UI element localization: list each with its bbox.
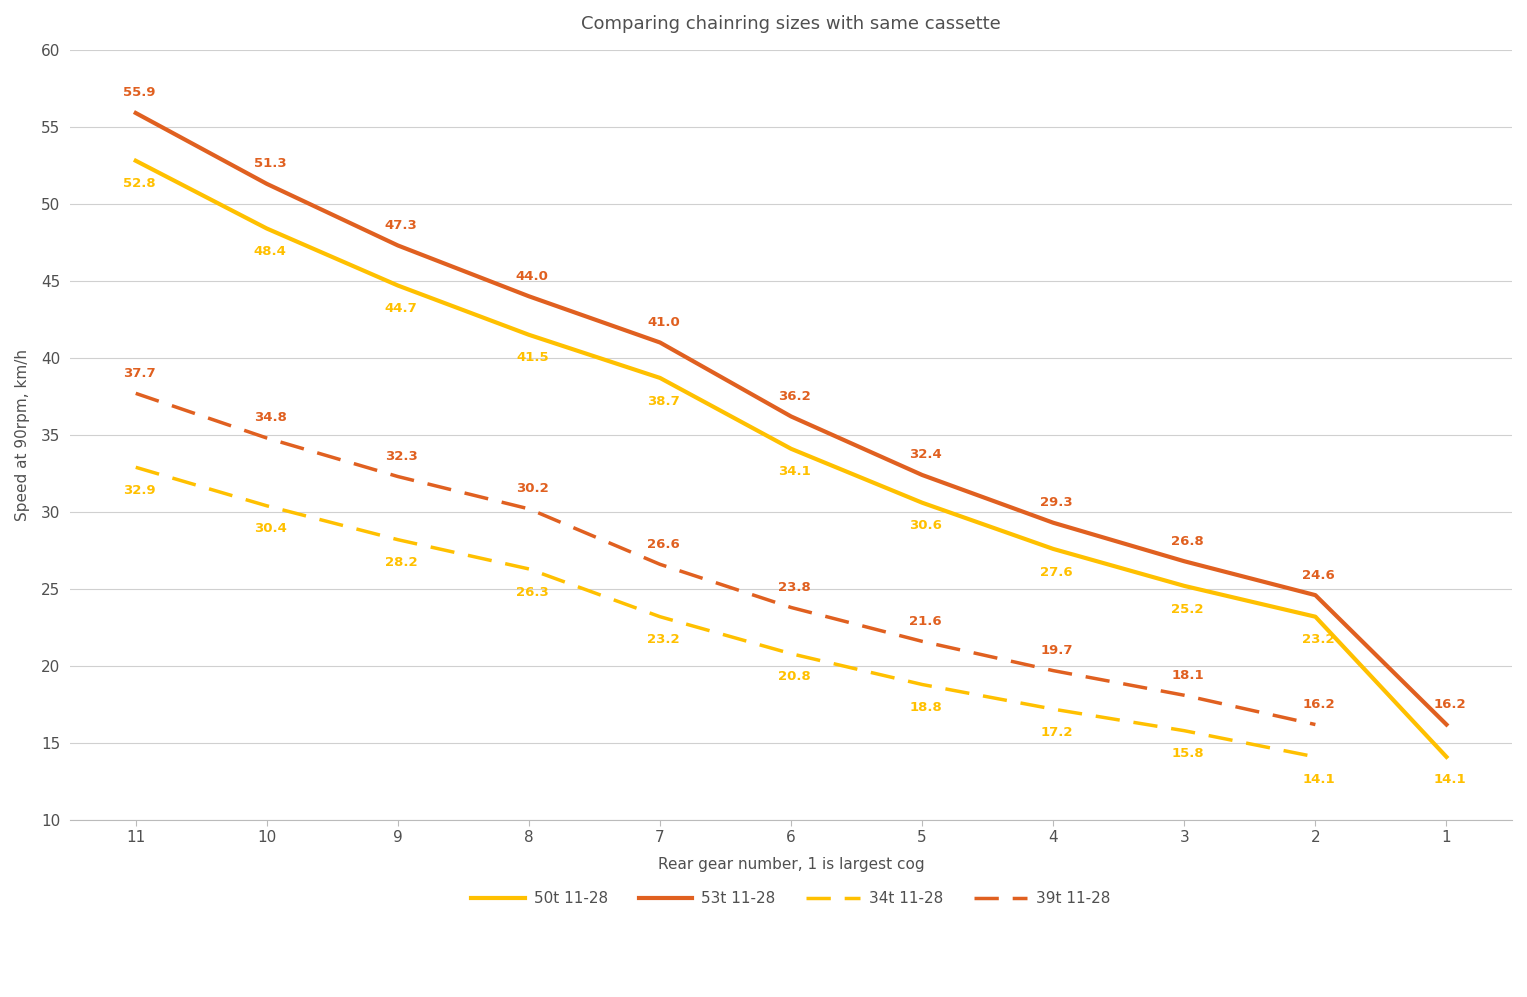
Text: 18.8: 18.8: [909, 701, 942, 714]
Text: 30.4: 30.4: [253, 522, 287, 535]
Text: 14.1: 14.1: [1434, 774, 1466, 787]
Text: 20.8: 20.8: [779, 670, 811, 683]
Text: 16.2: 16.2: [1434, 698, 1466, 711]
Text: 32.4: 32.4: [909, 449, 942, 462]
Text: 44.7: 44.7: [385, 302, 417, 315]
X-axis label: Rear gear number, 1 is largest cog: Rear gear number, 1 is largest cog: [658, 856, 924, 871]
Text: 48.4: 48.4: [253, 245, 287, 258]
Text: 34.1: 34.1: [779, 466, 811, 479]
Text: 55.9: 55.9: [122, 87, 156, 100]
Text: 26.6: 26.6: [647, 537, 680, 550]
Y-axis label: Speed at 90rpm, km/h: Speed at 90rpm, km/h: [15, 349, 31, 521]
Text: 47.3: 47.3: [385, 219, 417, 232]
Text: 26.3: 26.3: [516, 585, 548, 598]
Title: Comparing chainring sizes with same cassette: Comparing chainring sizes with same cass…: [582, 15, 1002, 33]
Text: 23.2: 23.2: [647, 633, 680, 646]
Text: 24.6: 24.6: [1303, 568, 1335, 581]
Text: 29.3: 29.3: [1040, 497, 1073, 509]
Text: 23.8: 23.8: [779, 581, 811, 594]
Text: 37.7: 37.7: [122, 367, 156, 380]
Text: 41.0: 41.0: [647, 316, 680, 329]
Text: 27.6: 27.6: [1040, 565, 1073, 578]
Text: 21.6: 21.6: [909, 615, 942, 628]
Text: 16.2: 16.2: [1303, 698, 1335, 711]
Text: 52.8: 52.8: [122, 177, 156, 190]
Text: 30.2: 30.2: [516, 483, 548, 496]
Text: 36.2: 36.2: [779, 390, 811, 403]
Text: 15.8: 15.8: [1171, 748, 1203, 761]
Text: 26.8: 26.8: [1171, 534, 1203, 547]
Text: 38.7: 38.7: [647, 395, 680, 408]
Text: 14.1: 14.1: [1303, 774, 1335, 787]
Text: 23.2: 23.2: [1303, 633, 1335, 646]
Text: 30.6: 30.6: [909, 519, 942, 532]
Legend: 50t 11-28, 53t 11-28, 34t 11-28, 39t 11-28: 50t 11-28, 53t 11-28, 34t 11-28, 39t 11-…: [466, 885, 1116, 912]
Text: 41.5: 41.5: [516, 351, 548, 365]
Text: 51.3: 51.3: [253, 158, 287, 170]
Text: 44.0: 44.0: [516, 270, 548, 283]
Text: 19.7: 19.7: [1040, 644, 1073, 657]
Text: 28.2: 28.2: [385, 556, 417, 569]
Text: 25.2: 25.2: [1171, 602, 1203, 615]
Text: 34.8: 34.8: [253, 412, 287, 425]
Text: 18.1: 18.1: [1171, 669, 1203, 682]
Text: 32.9: 32.9: [122, 484, 156, 497]
Text: 32.3: 32.3: [385, 450, 417, 463]
Text: 17.2: 17.2: [1040, 726, 1073, 739]
